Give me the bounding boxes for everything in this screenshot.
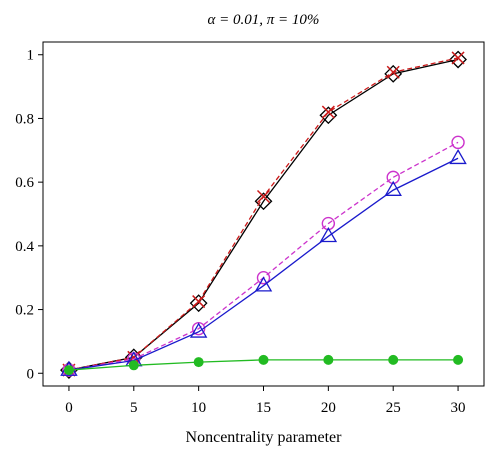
y-tick-label: 0.4 bbox=[15, 239, 34, 255]
series-4-line bbox=[68, 157, 459, 371]
series-1 bbox=[60, 50, 467, 379]
x-tick-label: 30 bbox=[451, 400, 466, 416]
y-tick-label: 1 bbox=[27, 48, 35, 64]
diamond-point bbox=[319, 106, 338, 125]
y-tick-label: 0.2 bbox=[15, 303, 34, 319]
series-1-line bbox=[68, 58, 459, 371]
series-layer bbox=[60, 50, 467, 379]
diamond-point bbox=[254, 192, 273, 211]
series-3 bbox=[62, 135, 465, 377]
series-4 bbox=[60, 148, 467, 376]
triangle-point bbox=[319, 226, 338, 243]
dot-point bbox=[193, 357, 204, 368]
x-tick-label: 10 bbox=[191, 400, 206, 416]
cross-point bbox=[451, 51, 465, 65]
triangle-point bbox=[254, 276, 273, 292]
y-tick-label: 0.6 bbox=[15, 175, 34, 191]
cross-point bbox=[192, 295, 206, 309]
diamond-point bbox=[384, 64, 403, 83]
diamond-point bbox=[449, 50, 467, 69]
diamond-point bbox=[189, 294, 208, 313]
series-5 bbox=[63, 354, 464, 376]
cross-point bbox=[256, 189, 271, 204]
dot-point bbox=[388, 354, 399, 365]
x-tick-label: 15 bbox=[256, 400, 271, 416]
x-axis-label: Noncentrality parameter bbox=[186, 429, 343, 446]
x-tick-label: 25 bbox=[386, 400, 401, 416]
dot-point bbox=[323, 354, 334, 365]
x-tick-label: 20 bbox=[321, 400, 336, 416]
series-2-line bbox=[68, 57, 459, 371]
x-tick-label: 5 bbox=[130, 400, 138, 416]
circle-point bbox=[256, 271, 271, 285]
dot-point bbox=[453, 354, 464, 365]
cross-point bbox=[321, 105, 335, 119]
triangle-point bbox=[384, 180, 402, 196]
plot-frame bbox=[42, 41, 485, 387]
y-tick-label: 0 bbox=[27, 366, 35, 382]
series-2 bbox=[62, 51, 465, 377]
dot-point bbox=[63, 365, 74, 376]
axis-ticks: 0 5 10 15 20 25 30 0 0.2 0.4 0.6 0.8 1 bbox=[15, 48, 465, 416]
dot-point bbox=[128, 360, 139, 371]
triangle-point bbox=[189, 322, 208, 338]
chart-title: α = 0.01, π = 10% bbox=[208, 12, 320, 28]
y-tick-label: 0.8 bbox=[15, 111, 34, 127]
dot-point bbox=[258, 354, 269, 365]
triangle-point bbox=[449, 148, 467, 165]
x-tick-label: 0 bbox=[65, 400, 73, 416]
circle-point bbox=[451, 135, 465, 150]
cross-point bbox=[386, 65, 400, 79]
